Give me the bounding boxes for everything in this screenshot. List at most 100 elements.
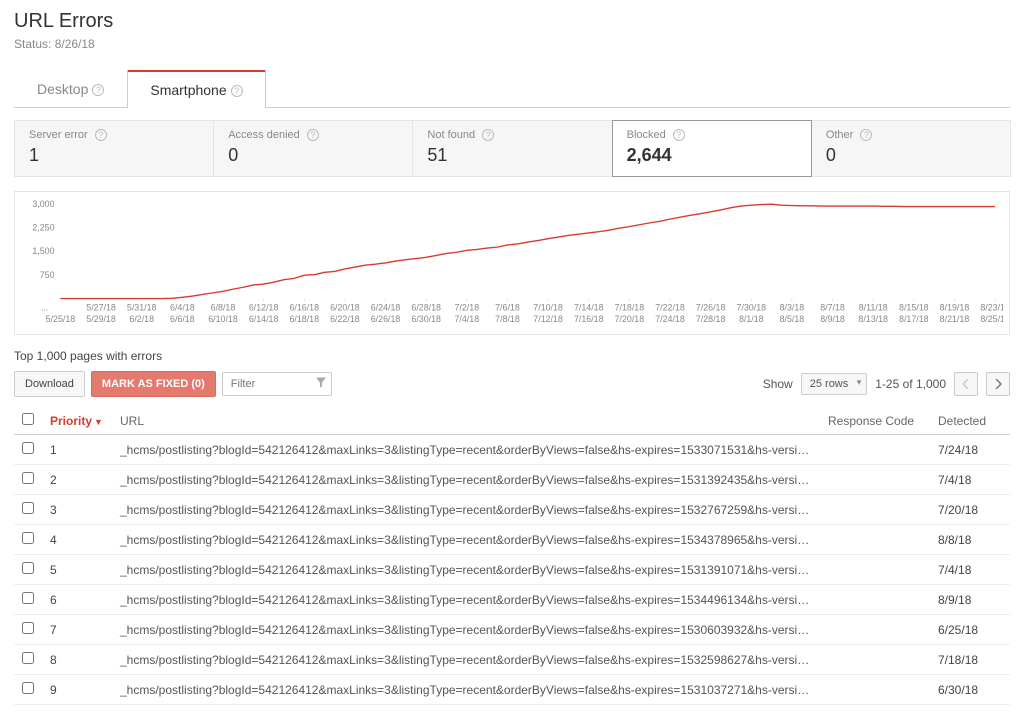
row-response xyxy=(820,435,930,465)
table-row[interactable]: 7_hcms/postlisting?blogId=542126412&maxL… xyxy=(14,615,1010,645)
svg-text:7/28/18: 7/28/18 xyxy=(696,314,726,324)
row-detected: 7/4/18 xyxy=(930,555,1010,585)
svg-text:5/25/18: 5/25/18 xyxy=(46,314,76,324)
svg-text:1,500: 1,500 xyxy=(32,246,54,256)
detected-header[interactable]: Detected xyxy=(930,407,1010,435)
help-icon[interactable]: ? xyxy=(95,129,107,141)
table-row[interactable]: 6_hcms/postlisting?blogId=542126412&maxL… xyxy=(14,585,1010,615)
row-checkbox[interactable] xyxy=(22,592,34,604)
svg-text:8/13/18: 8/13/18 xyxy=(858,314,888,324)
stat-label: Access denied ? xyxy=(228,129,398,141)
mark-as-fixed-button[interactable]: MARK AS FIXED (0) xyxy=(91,371,216,397)
row-checkbox[interactable] xyxy=(22,502,34,514)
row-checkbox[interactable] xyxy=(22,442,34,454)
row-checkbox[interactable] xyxy=(22,532,34,544)
stat-card-not-found[interactable]: Not found ? 51 xyxy=(412,120,612,177)
prev-page-button[interactable] xyxy=(954,372,978,396)
svg-text:6/14/18: 6/14/18 xyxy=(249,314,279,324)
svg-text:6/18/18: 6/18/18 xyxy=(289,314,319,324)
url-header[interactable]: URL xyxy=(112,407,820,435)
rows-select[interactable]: 25 rows xyxy=(801,373,868,395)
row-priority: 4 xyxy=(42,525,112,555)
errors-table: Priority▼ URL Response Code Detected 1_h… xyxy=(14,407,1010,705)
svg-text:8/11/18: 8/11/18 xyxy=(859,303,888,313)
row-priority: 9 xyxy=(42,675,112,705)
stat-card-access-denied[interactable]: Access denied ?0 xyxy=(213,120,413,177)
help-icon[interactable]: ? xyxy=(860,129,872,141)
svg-text:7/26/18: 7/26/18 xyxy=(696,303,726,313)
svg-text:8/1/18: 8/1/18 xyxy=(739,314,764,324)
row-response xyxy=(820,645,930,675)
row-checkbox[interactable] xyxy=(22,562,34,574)
chart-container: 7501,5002,2503,0005/25/185/27/185/29/185… xyxy=(14,191,1010,335)
help-icon[interactable]: ? xyxy=(307,129,319,141)
svg-text:6/6/18: 6/6/18 xyxy=(170,314,195,324)
sort-indicator-icon: ▼ xyxy=(94,417,103,427)
stat-label: Not found ? xyxy=(427,129,597,141)
row-url: _hcms/postlisting?blogId=542126412&maxLi… xyxy=(112,615,820,645)
row-checkbox[interactable] xyxy=(22,682,34,694)
help-icon[interactable]: ? xyxy=(231,85,243,97)
svg-text:...: ... xyxy=(41,303,48,313)
table-row[interactable]: 4_hcms/postlisting?blogId=542126412&maxL… xyxy=(14,525,1010,555)
svg-text:3,000: 3,000 xyxy=(32,200,54,209)
tab-desktop[interactable]: Desktop? xyxy=(14,70,127,108)
svg-text:6/4/18: 6/4/18 xyxy=(170,303,195,313)
svg-text:7/12/18: 7/12/18 xyxy=(533,314,563,324)
row-url: _hcms/postlisting?blogId=542126412&maxLi… xyxy=(112,675,820,705)
svg-text:6/16/18: 6/16/18 xyxy=(289,303,319,313)
select-all-checkbox[interactable] xyxy=(22,413,34,425)
priority-header[interactable]: Priority▼ xyxy=(42,407,112,435)
row-checkbox[interactable] xyxy=(22,652,34,664)
stat-card-blocked[interactable]: Blocked ?2,644 xyxy=(612,120,812,177)
table-row[interactable]: 2_hcms/postlisting?blogId=542126412&maxL… xyxy=(14,465,1010,495)
filter-box xyxy=(222,372,332,396)
row-checkbox-cell xyxy=(14,585,42,615)
row-priority: 6 xyxy=(42,585,112,615)
svg-text:2,250: 2,250 xyxy=(32,223,54,233)
table-row[interactable]: 9_hcms/postlisting?blogId=542126412&maxL… xyxy=(14,675,1010,705)
stat-label: Blocked ? xyxy=(627,129,797,141)
row-detected: 7/4/18 xyxy=(930,465,1010,495)
status-text: Status: 8/26/18 xyxy=(14,37,1010,51)
row-response xyxy=(820,525,930,555)
svg-text:6/10/18: 6/10/18 xyxy=(208,314,238,324)
svg-text:8/3/18: 8/3/18 xyxy=(780,303,805,313)
response-header[interactable]: Response Code xyxy=(820,407,930,435)
stat-value: 51 xyxy=(427,145,597,166)
table-row[interactable]: 5_hcms/postlisting?blogId=542126412&maxL… xyxy=(14,555,1010,585)
row-checkbox-cell xyxy=(14,675,42,705)
tab-smartphone[interactable]: Smartphone? xyxy=(127,70,265,108)
row-response xyxy=(820,675,930,705)
table-row[interactable]: 3_hcms/postlisting?blogId=542126412&maxL… xyxy=(14,495,1010,525)
svg-text:5/29/18: 5/29/18 xyxy=(86,314,116,324)
stat-card-server-error[interactable]: Server error ?1 xyxy=(14,120,214,177)
svg-text:8/5/18: 8/5/18 xyxy=(780,314,805,324)
help-icon[interactable]: ? xyxy=(673,129,685,141)
stat-card-other[interactable]: Other ?0 xyxy=(811,120,1011,177)
table-row[interactable]: 1_hcms/postlisting?blogId=542126412&maxL… xyxy=(14,435,1010,465)
download-button[interactable]: Download xyxy=(14,371,85,397)
row-response xyxy=(820,495,930,525)
stat-value: 1 xyxy=(29,145,199,166)
table-row[interactable]: 8_hcms/postlisting?blogId=542126412&maxL… xyxy=(14,645,1010,675)
row-checkbox[interactable] xyxy=(22,472,34,484)
svg-text:8/15/18: 8/15/18 xyxy=(899,303,929,313)
help-icon[interactable]: ? xyxy=(92,84,104,96)
row-response xyxy=(820,555,930,585)
row-url: _hcms/postlisting?blogId=542126412&maxLi… xyxy=(112,495,820,525)
row-checkbox-cell xyxy=(14,525,42,555)
table-controls: Download MARK AS FIXED (0) Show 25 rows … xyxy=(14,371,1010,397)
svg-text:7/18/18: 7/18/18 xyxy=(615,303,645,313)
row-url: _hcms/postlisting?blogId=542126412&maxLi… xyxy=(112,555,820,585)
row-url: _hcms/postlisting?blogId=542126412&maxLi… xyxy=(112,525,820,555)
svg-text:6/2/18: 6/2/18 xyxy=(129,314,154,324)
next-page-button[interactable] xyxy=(986,372,1010,396)
help-icon[interactable]: ? xyxy=(482,129,494,141)
row-checkbox[interactable] xyxy=(22,622,34,634)
table-header-row: Priority▼ URL Response Code Detected xyxy=(14,407,1010,435)
row-priority: 5 xyxy=(42,555,112,585)
row-priority: 7 xyxy=(42,615,112,645)
row-url: _hcms/postlisting?blogId=542126412&maxLi… xyxy=(112,645,820,675)
svg-text:7/20/18: 7/20/18 xyxy=(615,314,645,324)
